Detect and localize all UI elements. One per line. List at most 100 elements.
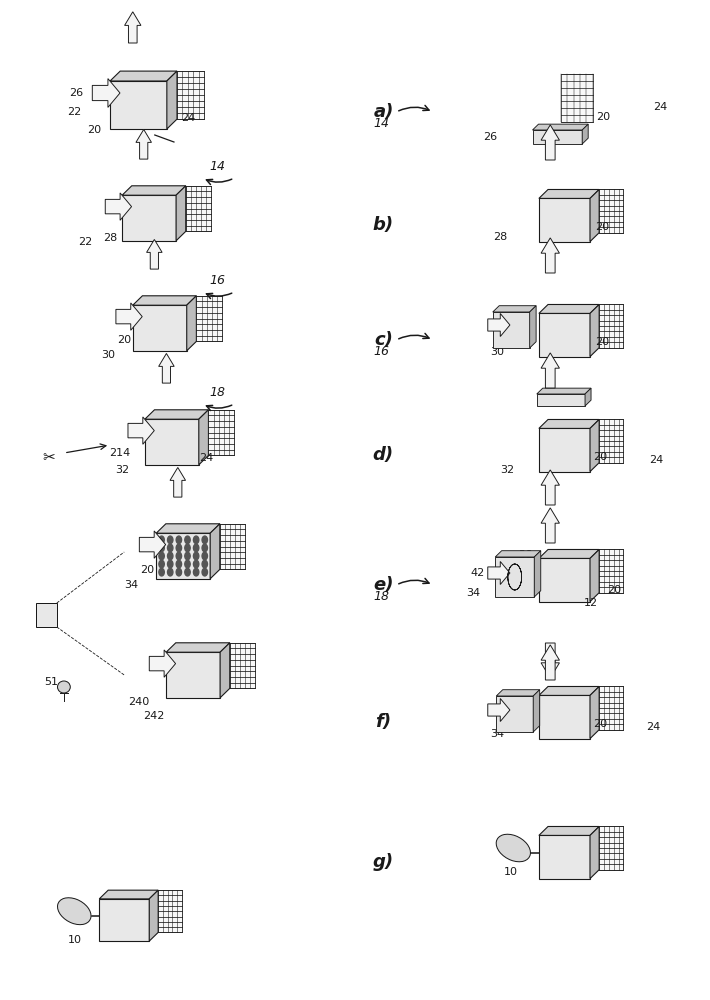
Text: 10: 10 <box>67 935 82 945</box>
Polygon shape <box>496 557 535 597</box>
Polygon shape <box>539 304 599 313</box>
Polygon shape <box>535 551 541 597</box>
Text: 26: 26 <box>483 132 497 142</box>
Text: 28: 28 <box>493 232 508 242</box>
Polygon shape <box>561 74 593 122</box>
Text: 34: 34 <box>124 580 138 590</box>
Text: 22: 22 <box>67 107 82 117</box>
Polygon shape <box>539 198 590 242</box>
Circle shape <box>193 568 199 576</box>
Polygon shape <box>209 410 234 455</box>
Polygon shape <box>537 388 591 394</box>
Polygon shape <box>599 826 623 870</box>
Polygon shape <box>541 238 559 273</box>
Polygon shape <box>230 643 256 688</box>
Circle shape <box>168 552 173 560</box>
Polygon shape <box>496 696 533 732</box>
Polygon shape <box>220 643 230 698</box>
Text: 51: 51 <box>44 677 58 687</box>
Circle shape <box>185 544 190 552</box>
Circle shape <box>159 568 164 576</box>
Text: 240: 240 <box>129 697 150 707</box>
Text: 36: 36 <box>518 550 532 560</box>
Circle shape <box>176 568 182 576</box>
Polygon shape <box>539 826 599 835</box>
Polygon shape <box>146 239 162 269</box>
Text: c): c) <box>374 331 393 349</box>
Text: 26: 26 <box>70 88 84 98</box>
Polygon shape <box>124 12 141 43</box>
Polygon shape <box>170 467 185 497</box>
Polygon shape <box>541 353 559 388</box>
Text: 10: 10 <box>504 867 518 877</box>
Polygon shape <box>537 394 585 406</box>
Polygon shape <box>539 428 590 472</box>
Circle shape <box>185 568 190 576</box>
Circle shape <box>193 560 199 568</box>
Text: 32: 32 <box>115 465 129 475</box>
Polygon shape <box>116 303 142 330</box>
Circle shape <box>176 552 182 560</box>
Circle shape <box>193 544 199 552</box>
Polygon shape <box>590 304 599 357</box>
Circle shape <box>202 568 207 576</box>
Text: 30: 30 <box>490 347 504 357</box>
Polygon shape <box>496 690 540 696</box>
Text: 18: 18 <box>209 386 226 399</box>
Polygon shape <box>599 189 623 233</box>
Circle shape <box>168 536 173 544</box>
Polygon shape <box>541 125 559 160</box>
Polygon shape <box>145 410 209 419</box>
Text: 20: 20 <box>595 337 609 347</box>
Polygon shape <box>99 899 149 941</box>
Polygon shape <box>599 419 623 463</box>
Text: a): a) <box>373 103 393 121</box>
Text: 20: 20 <box>117 335 131 345</box>
Polygon shape <box>539 558 590 602</box>
Polygon shape <box>158 890 182 932</box>
Circle shape <box>202 536 207 544</box>
Text: 214: 214 <box>109 448 130 458</box>
Polygon shape <box>122 195 176 241</box>
Polygon shape <box>176 186 186 241</box>
Polygon shape <box>92 79 120 107</box>
Text: 42: 42 <box>470 568 484 578</box>
Polygon shape <box>539 686 599 695</box>
Polygon shape <box>539 419 599 428</box>
Polygon shape <box>541 470 559 505</box>
Text: 16: 16 <box>373 345 389 358</box>
Text: 20: 20 <box>595 222 609 232</box>
Polygon shape <box>590 686 599 739</box>
Text: 34: 34 <box>466 588 481 598</box>
Circle shape <box>176 536 182 544</box>
Polygon shape <box>539 549 599 558</box>
Text: 34: 34 <box>490 729 504 739</box>
Polygon shape <box>496 551 541 557</box>
Text: 20: 20 <box>141 565 155 575</box>
Polygon shape <box>166 643 230 652</box>
Text: 24: 24 <box>650 455 664 465</box>
Polygon shape <box>539 835 590 879</box>
Circle shape <box>168 560 173 568</box>
Text: 16: 16 <box>209 274 226 287</box>
Text: ✂: ✂ <box>42 450 55 465</box>
Circle shape <box>176 544 182 552</box>
Text: 14: 14 <box>209 160 226 173</box>
Circle shape <box>168 568 173 576</box>
Text: 20: 20 <box>596 112 611 122</box>
Polygon shape <box>599 304 623 348</box>
Circle shape <box>202 544 207 552</box>
Text: 14: 14 <box>373 117 389 130</box>
Circle shape <box>168 544 173 552</box>
Circle shape <box>159 560 164 568</box>
Polygon shape <box>533 690 540 732</box>
Polygon shape <box>197 296 222 341</box>
Polygon shape <box>145 419 199 465</box>
Polygon shape <box>156 533 210 579</box>
Polygon shape <box>539 313 590 357</box>
Text: f): f) <box>376 713 391 731</box>
Text: 24: 24 <box>181 113 195 123</box>
Text: g): g) <box>373 853 394 871</box>
Polygon shape <box>105 193 131 220</box>
Text: 20: 20 <box>87 125 102 135</box>
